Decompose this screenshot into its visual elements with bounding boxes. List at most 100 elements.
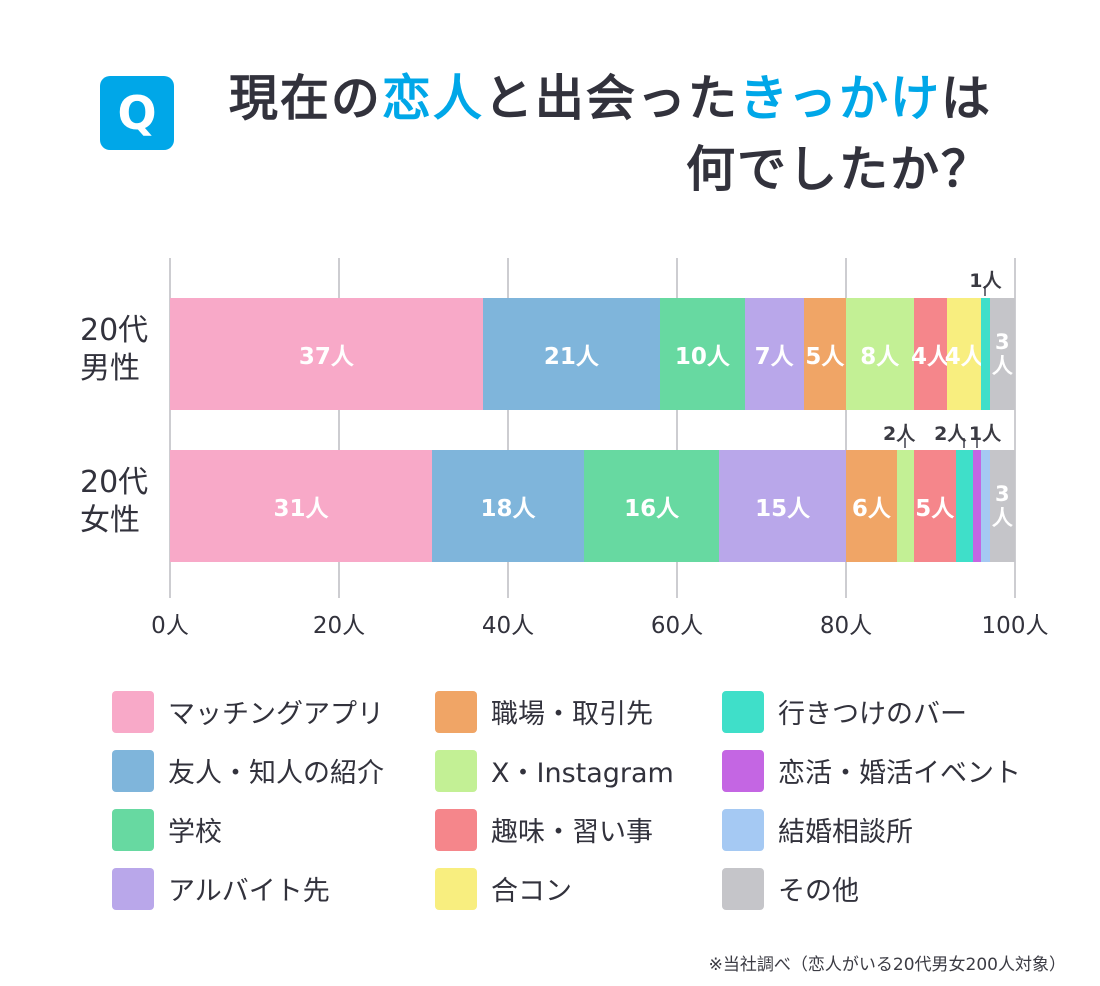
title-block: Q 現在の恋人と出会ったきっかけは 何でしたか？ [100, 64, 992, 205]
segment-value-label: 4人 [944, 344, 984, 370]
legend-item: 合コン [435, 859, 722, 918]
legend-label: 恋活・婚活イベント [778, 758, 1021, 789]
legend-swatch [722, 808, 764, 851]
legend-label: その他 [778, 876, 859, 907]
bar-segment: 37人 [170, 298, 483, 410]
bar-segment [955, 450, 973, 562]
segment-value-label: 8人 [860, 344, 900, 370]
bar-segment [981, 450, 990, 562]
gridline [507, 258, 509, 598]
category-label-line: 女性 [80, 503, 140, 539]
bar-segment: 4人 [910, 298, 950, 410]
callout-pointer-line [904, 438, 907, 448]
callout-value-label: 1人 [969, 270, 1002, 292]
legend-label: 結婚相談所 [778, 817, 913, 848]
bar-segment: 21人 [482, 298, 661, 410]
bar-segment: 5人 [803, 298, 846, 410]
segment-value-line: 3 [995, 481, 1010, 506]
bar-segment [896, 450, 914, 562]
legend-label: 合コン [491, 876, 572, 907]
segment-value-label: 37人 [298, 344, 354, 370]
bar-segment: 31人 [170, 450, 432, 562]
page-title: 現在の恋人と出会ったきっかけは 何でしたか？ [184, 64, 992, 205]
stacked-bar: 31人 18人 16人 15人 6人 5人 3 人 [170, 450, 1015, 562]
bar-segment: 4人 [944, 298, 984, 410]
legend-swatch [112, 867, 154, 910]
x-tick-label: 100人 [981, 613, 1049, 639]
legend-label: マッチングアプリ [168, 699, 384, 730]
segment-value-label: 16人 [624, 496, 680, 522]
legend-label: 学校 [168, 817, 222, 848]
legend-swatch [435, 808, 477, 851]
legend-item: 趣味・習い事 [435, 800, 722, 859]
legend-label: アルバイト先 [168, 876, 330, 907]
legend-label: 趣味・習い事 [491, 817, 653, 848]
stacked-bar: 37人 21人 10人 7人 5人 8人 4人 4人 3 人 [170, 298, 1015, 410]
title-text: と出会った [483, 70, 739, 127]
legend: マッチングアプリ友人・知人の紹介学校アルバイト先 職場・取引先 X・Instagra… [112, 682, 1021, 918]
title-text: 現在の [228, 70, 382, 127]
legend-item: 恋活・婚活イベント [722, 741, 1021, 800]
legend-item: アルバイト先 [112, 859, 435, 918]
legend-label: X・Instagram [491, 758, 674, 789]
plot-area: 37人 21人 10人 7人 5人 8人 4人 4人 3 人 1人 31人 18人 16人 15人 6人 5人 3… [169, 258, 1016, 598]
legend-swatch [722, 690, 764, 733]
title-line-2: 何でしたか？ [685, 140, 992, 198]
bar-segment: 10人 [660, 298, 745, 410]
legend-item: マッチングアプリ [112, 682, 435, 741]
title-accent-text: 恋人 [381, 70, 484, 127]
legend-swatch [722, 867, 764, 910]
x-tick-label: 80人 [819, 613, 873, 639]
category-label-line: 男性 [80, 351, 140, 387]
legend-swatch [435, 749, 477, 792]
bar-segment: 7人 [744, 298, 804, 410]
x-axis: 0人 20人 40人 60人 80人 100人 [151, 606, 1048, 639]
bar-segment: 5人 [913, 450, 956, 562]
category-label-line: 20代 [80, 465, 149, 500]
title-line-1: 現在の恋人と出会ったきっかけは [184, 64, 992, 135]
title-accent-text: きっかけ [738, 70, 941, 127]
x-tick-label: 20人 [312, 613, 366, 639]
segment-value-label: 5人 [915, 496, 955, 522]
segment-value-label: 15人 [755, 496, 811, 522]
legend-swatch [112, 808, 154, 851]
segment-value-label: 10人 [674, 344, 730, 370]
x-tick-label: 0人 [151, 613, 189, 639]
legend-swatch [112, 690, 154, 733]
category-label: 20代 女性 [80, 464, 168, 540]
category-label-line: 20代 [80, 313, 149, 348]
x-tick-label: 40人 [481, 613, 535, 639]
segment-value-label: 21人 [543, 344, 599, 370]
callout-pointer-line [975, 438, 978, 448]
segment-value-line: 人 [991, 506, 1013, 530]
bar-segment [981, 298, 990, 410]
bar-segment: 8人 [846, 298, 914, 410]
legend-item: 友人・知人の紹介 [112, 741, 435, 800]
legend-swatch [722, 749, 764, 792]
gridline [338, 258, 340, 598]
segment-value-label: 5人 [805, 344, 845, 370]
segment-value-label: 18人 [480, 496, 536, 522]
x-tick-label: 60人 [650, 613, 704, 639]
legend-item: 職場・取引先 [435, 682, 722, 741]
legend-item: 行きつけのバー [722, 682, 1021, 741]
legend-label: 職場・取引先 [491, 699, 653, 730]
callout-value-label: 2人 [883, 423, 916, 445]
callout-pointer-line [963, 438, 966, 448]
legend-item: 学校 [112, 800, 435, 859]
title-text: は [940, 70, 992, 127]
callout-value-label: 2人 [934, 423, 967, 445]
callout-value-label: 1人 [968, 423, 1002, 445]
gridline [169, 258, 171, 598]
legend-swatch [112, 749, 154, 792]
bar-segment: 6人 [846, 450, 897, 562]
segment-value-label: 4人 [910, 344, 950, 370]
gridline [845, 258, 847, 598]
segment-value-line: 3 [995, 329, 1010, 354]
bar-segment: 15人 [719, 450, 846, 562]
